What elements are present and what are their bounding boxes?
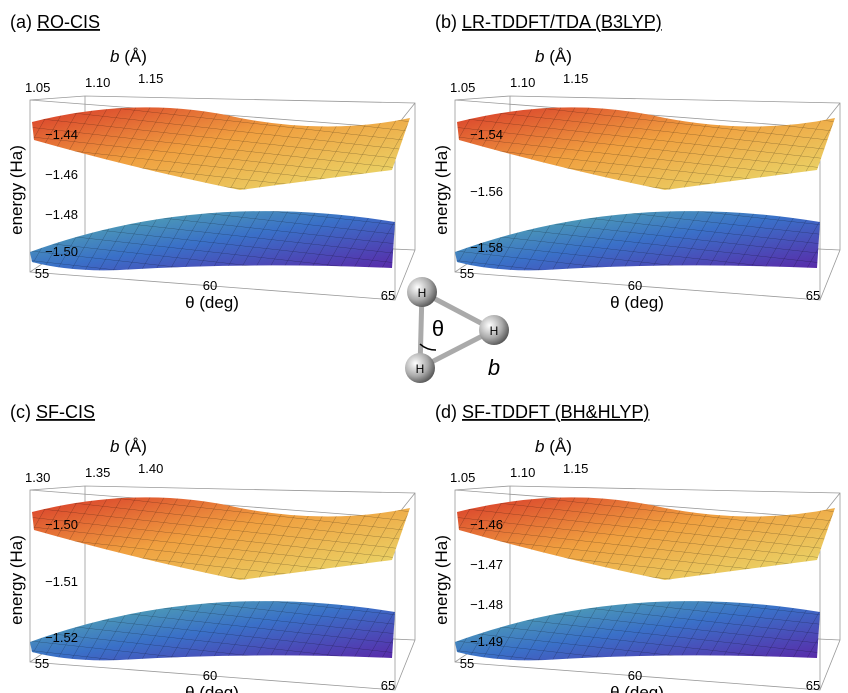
energy-tick-label: −1.51 [45,574,78,589]
energy-tick-label: −1.44 [45,127,78,142]
energy-axis-label: energy (Ha) [432,535,451,625]
upper-surface-mesh [457,497,835,580]
b-unit: (Å) [124,437,147,456]
b-symbol: b [110,437,119,456]
b-tick-label: 1.10 [510,465,535,480]
theta-axis-label: θ (deg) [610,683,664,693]
b-tick-label: 1.05 [450,80,475,95]
upper-surface-mesh [32,107,410,190]
energy-tick-label: −1.54 [470,127,503,142]
energy-tick-label: −1.56 [470,184,503,199]
panel-title: (b) LR-TDDFT/TDA (B3LYP) [435,12,662,32]
b-tick-label: 1.05 [25,80,50,95]
panel: (a) RO-CIS b (Å) 1.05 1.10 1.15 energy (Ha) −1… [7,12,416,312]
theta-tick-label: 65 [806,678,820,693]
theta-axis-label: θ (deg) [610,293,664,312]
b-symbol: b [110,47,119,66]
energy-tick-label: −1.46 [470,517,503,532]
b-tick-label: 1.15 [563,71,588,86]
energy-tick-label: −1.50 [45,517,78,532]
molecule-diagram: H H H θ b [405,277,509,383]
theta-tick-label: 55 [35,656,49,671]
atom-label: H [490,324,499,338]
b-tick-label: 1.05 [450,470,475,485]
b-unit: (Å) [124,47,147,66]
lower-surface-mesh [30,601,395,661]
b-axis-label: b (Å) [535,437,572,456]
panel-label: (d) [435,402,457,422]
panel-label: (c) [10,402,31,422]
energy-tick-label: −1.50 [45,244,78,259]
energy-axis-label: energy (Ha) [7,145,26,235]
energy-tick-label: −1.48 [470,597,503,612]
atom-label: H [418,286,427,300]
panel-method: SF-CIS [36,402,95,422]
theta-tick-label: 60 [203,278,217,293]
panel-title: (c) SF-CIS [10,402,95,422]
energy-tick-label: −1.58 [470,240,503,255]
panel: (d) SF-TDDFT (BH&HLYP) b (Å) 1.05 1.10 1.15 e… [432,402,841,693]
theta-tick-label: 65 [381,288,395,303]
angle-label: θ [432,316,444,341]
b-axis-label: b (Å) [535,47,572,66]
panel-method: LR-TDDFT/TDA (B3LYP) [462,12,662,32]
theta-tick-label: 65 [381,678,395,693]
b-unit: (Å) [549,437,572,456]
panel: (c) SF-CIS b (Å) 1.30 1.35 1.40 energy (Ha) −1… [7,402,416,693]
upper-surface-mesh [32,497,410,580]
panel-label: (b) [435,12,457,32]
b-tick-label: 1.10 [510,75,535,90]
energy-axis-label: energy (Ha) [7,535,26,625]
theta-tick-label: 60 [203,668,217,683]
panel-title: (a) RO-CIS [10,12,100,32]
b-tick-label: 1.30 [25,470,50,485]
energy-tick-label: −1.46 [45,167,78,182]
theta-tick-label: 60 [628,278,642,293]
b-tick-label: 1.35 [85,465,110,480]
energy-tick-label: −1.47 [470,557,503,572]
energy-axis-label: energy (Ha) [432,145,451,235]
b-unit: (Å) [549,47,572,66]
panel-method: SF-TDDFT (BH&HLYP) [462,402,649,422]
lower-surface-mesh [455,601,820,661]
theta-tick-label: 65 [806,288,820,303]
b-axis-label: b (Å) [110,437,147,456]
theta-tick-label: 55 [35,266,49,281]
theta-axis-label: θ (deg) [185,293,239,312]
upper-surface-mesh [457,107,835,190]
energy-tick-label: −1.49 [470,634,503,649]
b-tick-label: 1.15 [563,461,588,476]
theta-axis-label: θ (deg) [185,683,239,693]
energy-tick-label: −1.48 [45,207,78,222]
atom-label: H [416,362,425,376]
panel: (b) LR-TDDFT/TDA (B3LYP) b (Å) 1.05 1.10 1.1… [432,12,841,312]
lower-surface-mesh [30,211,395,271]
lower-surface-mesh [455,211,820,271]
b-tick-label: 1.40 [138,461,163,476]
bond-label: b [488,355,500,380]
energy-tick-label: −1.52 [45,630,78,645]
theta-tick-label: 60 [628,668,642,683]
theta-tick-label: 55 [460,656,474,671]
b-axis-label: b (Å) [110,47,147,66]
panel-title: (d) SF-TDDFT (BH&HLYP) [435,402,649,422]
theta-tick-label: 55 [460,266,474,281]
b-symbol: b [535,47,544,66]
panel-method: RO-CIS [37,12,100,32]
b-tick-label: 1.15 [138,71,163,86]
b-symbol: b [535,437,544,456]
panel-label: (a) [10,12,32,32]
b-tick-label: 1.10 [85,75,110,90]
